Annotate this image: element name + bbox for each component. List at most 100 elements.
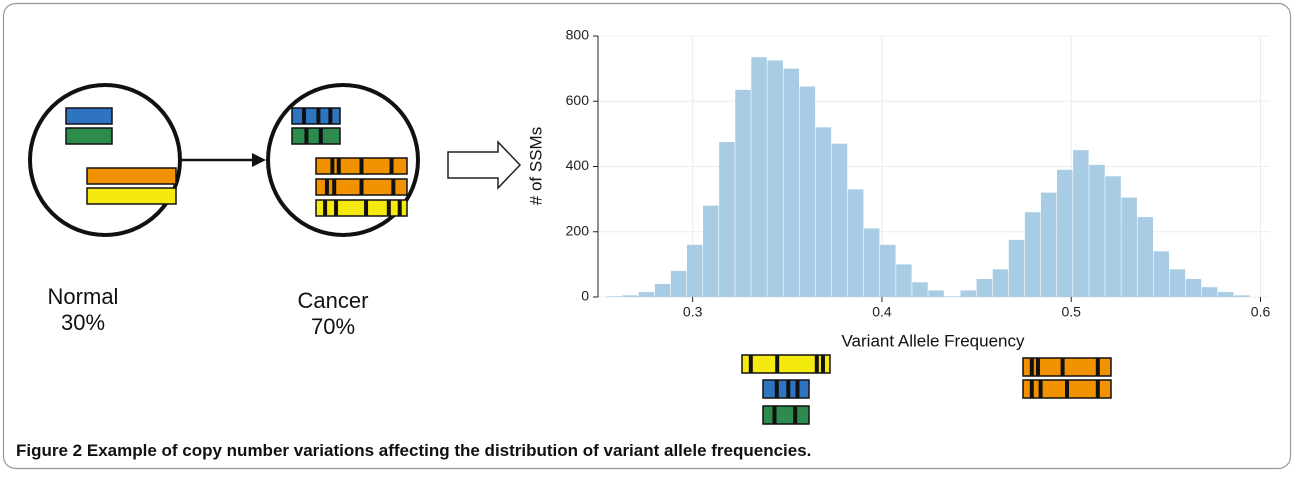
bar (1169, 269, 1186, 297)
mutation-stripe (772, 406, 777, 424)
chromosome (315, 199, 408, 217)
mutation-stripe (1095, 380, 1100, 398)
chromosome (741, 354, 831, 374)
bar (1185, 279, 1202, 297)
bar (719, 142, 735, 297)
mutation-stripe (820, 355, 825, 373)
bar (1153, 251, 1170, 297)
mutation-stripe (1029, 380, 1034, 398)
bar (751, 57, 767, 297)
x-axis-title: Variant Allele Frequency (841, 331, 1025, 350)
bar (1201, 287, 1218, 297)
bar (1057, 169, 1073, 297)
bar (1217, 292, 1234, 297)
bar (1105, 176, 1121, 297)
mutation-stripe (324, 179, 329, 195)
y-tick-label: 600 (566, 92, 590, 108)
bar (912, 282, 928, 297)
mutation-stripe (336, 158, 341, 174)
mutation-stripe (793, 406, 798, 424)
y-tick-label: 0 (581, 288, 589, 304)
y-tick-label: 200 (566, 222, 590, 238)
bar (863, 228, 880, 297)
chromosomes (65, 107, 1112, 425)
caption: Figure 2 Example of copy number variatio… (16, 441, 811, 460)
bar (1073, 150, 1089, 297)
mutation-stripe (386, 200, 391, 216)
mutation-stripe (334, 200, 339, 216)
mutation-stripe (318, 128, 323, 144)
bar (654, 283, 671, 297)
mutation-stripe (795, 380, 800, 398)
bar (1137, 217, 1153, 297)
chromosome (762, 405, 810, 425)
y-tick-label: 800 (566, 27, 590, 43)
bar (1040, 192, 1057, 297)
mutation-stripe (359, 179, 364, 195)
bar (799, 86, 816, 297)
mutation-stripe (775, 355, 780, 373)
mutation-stripe (774, 380, 779, 398)
mutation-stripe (328, 108, 333, 124)
mutation-stripe (364, 200, 369, 216)
bar (992, 269, 1009, 297)
chromosome (291, 107, 341, 125)
mutation-stripe (1065, 380, 1069, 398)
bar (928, 290, 944, 297)
mutation-stripe (302, 108, 306, 124)
bar (606, 296, 623, 297)
arrow-head (252, 153, 266, 167)
bar (831, 143, 848, 297)
mutation-stripe (389, 158, 394, 174)
bar (880, 244, 896, 297)
mutation-stripe (1060, 358, 1065, 376)
chromosome (65, 107, 113, 125)
bar (783, 68, 799, 297)
mutation-stripe (397, 200, 402, 216)
x-tick-label: 0.5 (1062, 304, 1082, 320)
chromosome (65, 127, 113, 145)
histogram: 0 200 400 600 800 0.3 0.4 0.5 0.6 (566, 27, 1271, 320)
mutation-stripe (323, 200, 328, 216)
caption-text: Example of copy number variations affect… (87, 441, 812, 460)
chromosome (1022, 357, 1112, 377)
y-tick-label: 400 (566, 157, 590, 173)
bar (686, 244, 703, 297)
normal-label: Normal (48, 284, 119, 309)
mutation-stripe (1038, 380, 1043, 398)
bar (847, 189, 864, 297)
mutation-stripe (814, 355, 819, 373)
bar (1121, 197, 1137, 297)
mutation-stripe (391, 179, 396, 195)
bar (622, 295, 639, 297)
y-axis-title: # of SSMs (526, 127, 545, 205)
bar (896, 264, 912, 297)
chromosome (291, 127, 341, 145)
bar (767, 60, 783, 297)
hollow-arrow (447, 140, 522, 190)
mutation-stripe (786, 380, 791, 398)
bar (1024, 212, 1041, 297)
cancer-label: Cancer (298, 288, 369, 313)
chromosome (762, 379, 810, 399)
caption-label: Figure 2 (16, 441, 82, 460)
mutation-stripe (330, 158, 335, 174)
bar (638, 292, 655, 297)
bar (1234, 295, 1250, 297)
mutation-stripe (1029, 358, 1034, 376)
chromosome (86, 187, 177, 205)
chromosome (86, 167, 177, 185)
mutation-stripe (1035, 358, 1040, 376)
mutation-stripe (1095, 358, 1100, 376)
mutation-stripe (359, 158, 364, 174)
bar (960, 290, 976, 297)
bar (976, 279, 993, 297)
bar (1008, 239, 1025, 297)
mutation-stripe (332, 179, 337, 195)
bar (735, 89, 751, 297)
mutation-stripe (748, 355, 753, 373)
x-tick-label: 0.4 (872, 304, 892, 320)
bar (670, 270, 687, 297)
